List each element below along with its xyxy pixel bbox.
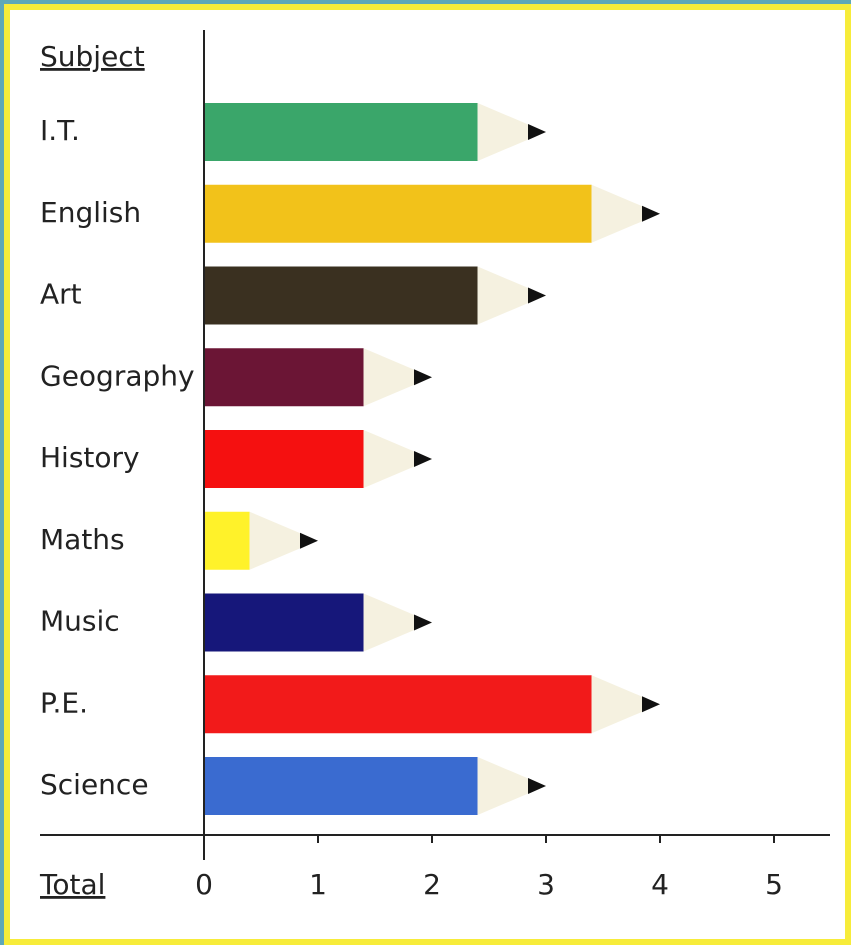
pencil-body <box>205 757 478 815</box>
pencil-lead <box>528 287 546 304</box>
pencil-body <box>205 348 364 407</box>
y-tick-label: Geography <box>40 359 195 392</box>
pencil-body <box>205 593 364 652</box>
pencil-bar <box>205 593 432 652</box>
x-tick-label: 1 <box>309 868 327 901</box>
pencil-lead <box>414 614 432 631</box>
pencil-bar <box>205 103 546 161</box>
pencil-bar <box>205 348 432 407</box>
pencil-wood <box>477 757 546 815</box>
pencil-lead <box>642 696 660 713</box>
y-tick-label: English <box>40 196 141 229</box>
pencil-wood <box>363 593 432 652</box>
pencil-body <box>205 511 250 570</box>
pencil-body <box>205 430 364 488</box>
pencil-bar <box>205 675 660 734</box>
pencil-body <box>205 184 592 243</box>
x-tick-label: 0 <box>195 868 213 901</box>
pencil-bar <box>205 266 546 325</box>
pencil-lead <box>528 124 546 140</box>
y-tick-label: I.T. <box>40 114 80 147</box>
y-tick-label: Music <box>40 605 120 638</box>
y-tick-label: P.E. <box>40 686 88 719</box>
pencil-bar <box>205 184 660 243</box>
pencil-body <box>205 266 478 325</box>
x-tick-label: 5 <box>765 868 783 901</box>
pencil-body <box>205 103 478 161</box>
category-axis-label: Subject <box>40 40 145 73</box>
pencil-bar <box>205 511 318 570</box>
x-tick-label: 4 <box>651 868 669 901</box>
pencil-lead <box>300 532 318 549</box>
pencil-wood <box>591 184 660 243</box>
x-tick-label: 2 <box>423 868 441 901</box>
pencil-wood <box>591 675 660 734</box>
pencil-wood <box>363 430 432 488</box>
x-tick-label: 3 <box>537 868 555 901</box>
pencil-lead <box>528 778 546 794</box>
pencil-lead <box>414 369 432 386</box>
pencil-wood <box>363 348 432 407</box>
pencil-wood <box>477 266 546 325</box>
y-tick-label: Maths <box>40 523 125 556</box>
y-tick-label: Science <box>40 768 149 801</box>
pencil-body <box>205 675 592 734</box>
y-tick-label: Art <box>40 278 82 311</box>
pencil-bar <box>205 757 546 815</box>
pencil-wood <box>249 511 318 570</box>
pencil-wood <box>477 103 546 161</box>
pencil-lead <box>642 205 660 222</box>
y-tick-label: History <box>40 441 140 474</box>
pencil-lead <box>414 451 432 467</box>
value-axis-label: Total <box>39 868 105 901</box>
pencil-bar <box>205 430 432 488</box>
